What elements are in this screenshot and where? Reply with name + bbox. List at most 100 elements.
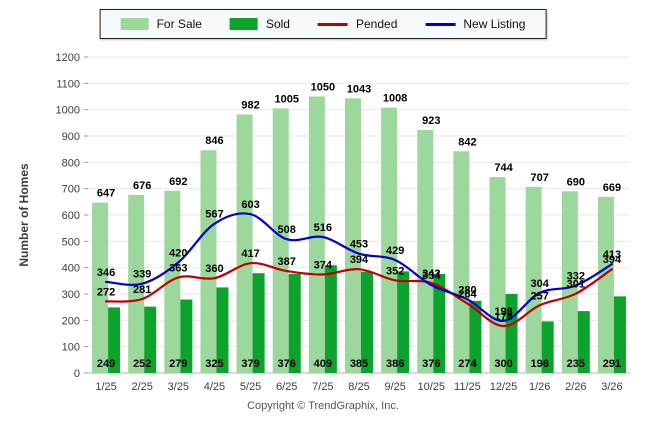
y-tick-label: 800 xyxy=(62,157,80,169)
for-sale-bar xyxy=(308,96,325,373)
sold-value-label: 386 xyxy=(386,358,404,370)
y-tick-label: 500 xyxy=(62,236,80,248)
pended-value-label: 387 xyxy=(278,256,296,268)
pended-value-label: 374 xyxy=(314,260,333,272)
y-tick-label: 300 xyxy=(62,289,80,301)
for-sale-value-label: 923 xyxy=(422,115,440,127)
x-tick-label: 1/25 xyxy=(95,381,116,393)
pended-value-label: 257 xyxy=(530,290,548,302)
for-sale-value-label: 1043 xyxy=(347,83,371,95)
pended-line-icon xyxy=(317,22,348,26)
x-tick-label: 8/25 xyxy=(348,381,369,393)
new-listing-value-label: 420 xyxy=(169,247,187,259)
y-tick-label: 0 xyxy=(74,368,80,380)
sold-value-label: 291 xyxy=(603,358,621,370)
new-listing-value-label: 603 xyxy=(241,199,259,211)
pended-value-label: 394 xyxy=(350,254,369,266)
y-tick-label: 1000 xyxy=(56,105,80,117)
new-listing-value-label: 198 xyxy=(494,306,512,318)
x-tick-label: 7/25 xyxy=(312,381,333,393)
x-tick-label: 11/25 xyxy=(454,381,481,393)
sold-bar xyxy=(180,299,193,373)
new-listing-value-label: 339 xyxy=(133,269,151,281)
sold-bar xyxy=(252,273,265,373)
pended-value-label: 178 xyxy=(494,311,512,323)
sold-value-label: 196 xyxy=(530,358,548,370)
legend-item-pended: Pended xyxy=(317,17,398,31)
for-sale-value-label: 842 xyxy=(458,136,476,148)
for-sale-value-label: 690 xyxy=(567,176,585,188)
sold-value-label: 376 xyxy=(278,358,296,370)
y-tick-label: 200 xyxy=(62,315,80,327)
sold-bar xyxy=(397,271,410,373)
sold-swatch-icon xyxy=(229,18,258,30)
new-listing-value-label: 516 xyxy=(314,222,332,234)
for-sale-value-label: 669 xyxy=(603,182,621,194)
legend-label-pended: Pended xyxy=(355,17,398,31)
legend-item-new-listing: New Listing xyxy=(425,17,525,31)
pended-value-label: 272 xyxy=(97,286,115,298)
pended-value-label: 281 xyxy=(133,284,151,296)
new-listing-value-label: 429 xyxy=(386,245,404,257)
x-tick-label: 4/25 xyxy=(204,381,225,393)
y-tick-label: 600 xyxy=(62,210,80,222)
y-tick-label: 400 xyxy=(62,263,80,275)
sold-value-label: 274 xyxy=(458,358,477,370)
sold-bar xyxy=(144,306,157,373)
sold-value-label: 409 xyxy=(314,358,332,370)
sold-bar xyxy=(361,271,373,373)
pended-value-label: 301 xyxy=(567,279,585,291)
pended-value-label: 360 xyxy=(205,263,223,275)
new-listing-value-label: 508 xyxy=(278,224,296,236)
pended-value-label: 264 xyxy=(458,288,477,300)
for-sale-bar xyxy=(597,196,614,373)
sold-bar xyxy=(613,296,626,373)
for-sale-bar xyxy=(200,150,217,373)
new-listing-value-label: 453 xyxy=(350,239,368,251)
x-tick-label: 6/25 xyxy=(276,381,297,393)
new-listing-value-label: 334 xyxy=(422,270,441,282)
x-tick-label: 2/26 xyxy=(565,381,586,393)
legend: For Sale Sold Pended New Listing xyxy=(99,9,547,39)
for-sale-bar xyxy=(525,186,542,373)
sold-bar xyxy=(541,321,554,373)
sold-bar xyxy=(469,300,482,373)
for-sale-value-label: 1050 xyxy=(311,82,335,94)
sold-bar xyxy=(433,273,446,373)
sold-bar xyxy=(505,294,518,373)
sold-bar xyxy=(288,273,301,373)
for-sale-value-label: 676 xyxy=(133,180,151,192)
for-sale-bar xyxy=(453,151,470,373)
sold-value-label: 385 xyxy=(350,358,368,370)
x-tick-label: 2/25 xyxy=(131,381,152,393)
sold-value-label: 249 xyxy=(97,358,115,370)
x-tick-label: 9/25 xyxy=(384,381,405,393)
new-listing-value-label: 304 xyxy=(530,278,549,290)
copyright-text: Copyright © TrendGraphix, Inc. xyxy=(247,400,399,412)
sold-value-label: 376 xyxy=(422,358,440,370)
for-sale-value-label: 707 xyxy=(530,172,548,184)
for-sale-value-label: 982 xyxy=(241,99,259,111)
new-listing-line-icon xyxy=(425,22,456,26)
for-sale-bar xyxy=(345,98,361,374)
new-listing-value-label: 346 xyxy=(97,267,115,279)
new-listing-value-label: 413 xyxy=(603,249,621,261)
sold-value-label: 379 xyxy=(241,358,259,370)
for-sale-swatch-icon xyxy=(120,18,149,30)
new-listing-value-label: 567 xyxy=(205,209,223,221)
pended-value-label: 352 xyxy=(386,265,404,277)
x-tick-label: 12/25 xyxy=(490,381,518,393)
for-sale-bar xyxy=(489,177,506,373)
sold-value-label: 300 xyxy=(494,358,512,370)
for-sale-bar xyxy=(92,202,109,373)
for-sale-value-label: 647 xyxy=(97,188,115,200)
for-sale-bar xyxy=(236,114,253,373)
pended-value-label: 363 xyxy=(169,262,187,274)
sold-bar xyxy=(216,287,229,373)
new-listing-line xyxy=(105,212,613,322)
y-tick-label: 900 xyxy=(62,131,80,143)
pended-value-label: 342 xyxy=(422,268,440,280)
x-tick-label: 10/25 xyxy=(418,381,446,393)
for-sale-value-label: 692 xyxy=(169,176,187,188)
